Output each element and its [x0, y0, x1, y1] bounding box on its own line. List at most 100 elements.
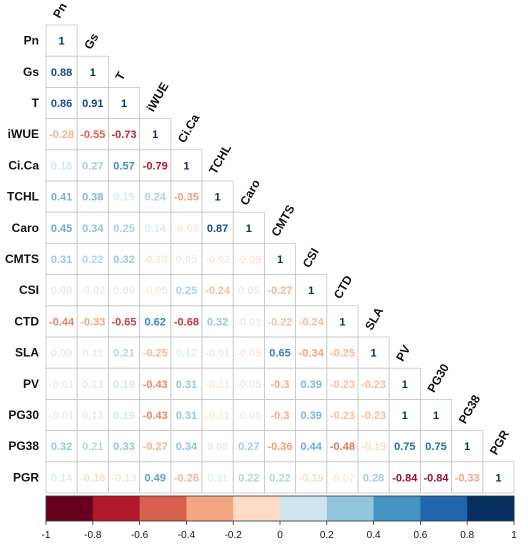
cell-value-TCHL-Ci.Ca: -0.35 [174, 192, 199, 204]
cell-value-CSI-Pn: 0.08 [51, 285, 72, 297]
cell-value-SLA-Caro: -0.05 [236, 348, 261, 360]
cell-value-Ci.Ca-T: 0.57 [113, 160, 134, 172]
cell-value-PG30-CMTS: -0.3 [271, 410, 290, 422]
colorbar-segment-9 [467, 496, 515, 521]
column-label-SLA: SLA [362, 304, 386, 332]
cell-value-PGR-TCHL: 0.11 [207, 472, 228, 484]
cell-value-CMTS-Caro: -0.09 [236, 254, 261, 266]
cell-value-PG38-PG38: 1 [464, 441, 470, 453]
cell-value-PGR-PG38: -0.33 [455, 472, 480, 484]
cell-value-PG30-Gs: 0.13 [82, 410, 103, 422]
cell-value-PV-TCHL: -0.11 [205, 379, 229, 391]
cell-value-CSI-TCHL: -0.24 [205, 285, 231, 297]
column-label-Gs: Gs [81, 31, 101, 52]
cell-value-SLA-Pn: 0.09 [51, 348, 72, 360]
cell-value-SLA-CSI: -0.34 [299, 348, 325, 360]
colorbar-tick-label-0: -1 [42, 530, 51, 541]
cell-value-PG30-Caro: -0.05 [236, 410, 261, 422]
cell-value-PV-Pn: -0.01 [49, 379, 74, 391]
colorbar-tick-label-5: 0 [277, 530, 283, 541]
cell-value-PG38-T: 0.33 [113, 441, 134, 453]
colorbar-tick-label-3: -0.4 [178, 530, 196, 541]
colorbar-segment-8 [420, 496, 468, 521]
colorbar-segment-7 [373, 496, 421, 521]
cell-value-CTD-Ci.Ca: -0.68 [174, 316, 199, 328]
cell-value-TCHL-Gs: 0.38 [82, 192, 103, 204]
cell-value-T-T: 1 [121, 98, 127, 110]
cell-value-PG30-PV: 1 [402, 410, 408, 422]
cell-value-PG30-PG30: 1 [433, 410, 439, 422]
cell-value-CTD-Caro: -0.01 [236, 316, 261, 328]
row-label-Pn: Pn [24, 34, 39, 48]
column-label-PG30: PG30 [424, 361, 452, 395]
row-label-PG38: PG38 [8, 439, 39, 453]
row-label-CSI: CSI [19, 283, 39, 297]
cell-value-CTD-Pn: -0.44 [49, 316, 75, 328]
colorbar-tick-label-6: 0.2 [320, 530, 334, 541]
cell-value-CMTS-Pn: 0.31 [51, 254, 72, 266]
cell-value-PGR-Ci.Ca: -0.26 [174, 472, 199, 484]
cell-value-SLA-Ci.Ca: 0.12 [176, 348, 197, 360]
cell-value-Ci.Ca-Ci.Ca: 1 [183, 160, 189, 172]
cell-value-CTD-CSI: -0.24 [299, 316, 325, 328]
cell-value-PV-Ci.Ca: 0.31 [176, 379, 197, 391]
cell-value-PGR-PV: -0.84 [392, 472, 418, 484]
cell-value-SLA-Gs: 0.11 [82, 348, 103, 360]
cell-value-PV-SLA: -0.23 [361, 379, 386, 391]
colorbar-segment-2 [139, 496, 187, 521]
cell-value-Pn-Pn: 1 [59, 36, 65, 48]
row-label-PGR: PGR [13, 470, 39, 484]
row-label-CTD: CTD [14, 314, 39, 328]
cell-value-PG38-Gs: 0.21 [82, 441, 103, 453]
colorbar-segment-1 [92, 496, 141, 521]
cell-value-PG38-CSI: 0.44 [300, 441, 322, 453]
cell-value-CMTS-TCHL: -0.03 [205, 254, 230, 266]
cell-value-iWUE-T: -0.73 [111, 129, 136, 141]
cell-value-CSI-Ci.Ca: 0.25 [176, 285, 197, 297]
cell-value-iWUE-Gs: -0.55 [80, 129, 105, 141]
cell-value-SLA-CMTS: 0.65 [269, 348, 290, 360]
cell-value-PGR-CSI: -0.19 [299, 472, 324, 484]
cell-value-CTD-iWUE: 0.62 [144, 316, 165, 328]
cell-value-PV-CTD: -0.23 [330, 379, 355, 391]
colorbar-segment-3 [186, 496, 234, 521]
colorbar-segment-4 [233, 496, 281, 521]
cell-value-PG30-CSI: 0.39 [300, 410, 321, 422]
column-label-Caro: Caro [237, 177, 263, 208]
column-label-iWUE: iWUE [144, 80, 172, 114]
cell-value-Ci.Ca-iWUE: -0.79 [143, 160, 168, 172]
cell-value-SLA-iWUE: -0.25 [143, 348, 168, 360]
cell-value-Caro-iWUE: 0.14 [144, 223, 166, 235]
cell-grid [45, 24, 515, 494]
cell-value-PG30-CTD: -0.23 [330, 410, 355, 422]
cell-value-TCHL-Pn: 0.41 [51, 192, 72, 204]
cell-value-TCHL-TCHL: 1 [215, 192, 221, 204]
cell-value-PG38-TCHL: 0.08 [207, 441, 228, 453]
cell-value-PG38-Caro: 0.27 [238, 441, 259, 453]
cell-value-CSI-iWUE: -0.05 [143, 285, 168, 297]
cell-value-PG38-SLA: -0.19 [361, 441, 386, 453]
cell-value-PV-Caro: -0.05 [236, 379, 261, 391]
cell-value-Ci.Ca-Gs: 0.27 [82, 160, 103, 172]
row-label-Caro: Caro [12, 221, 39, 235]
cell-value-CTD-T: -0.65 [111, 316, 136, 328]
cell-value-iWUE-iWUE: 1 [152, 129, 158, 141]
cell-value-PGR-Pn: 0.14 [51, 472, 73, 484]
cell-value-T-Pn: 0.86 [51, 98, 72, 110]
cell-value-PGR-iWUE: 0.49 [144, 472, 165, 484]
column-label-Pn: Pn [50, 0, 70, 20]
cell-value-PG30-SLA: -0.23 [361, 410, 386, 422]
cell-value-Caro-TCHL: 0.87 [207, 223, 228, 235]
cell-value-CMTS-CMTS: 1 [277, 254, 283, 266]
colorbar-tick-label-7: 0.4 [367, 530, 381, 541]
row-label-iWUE: iWUE [8, 127, 39, 141]
column-label-Ci.Ca: Ci.Ca [175, 111, 203, 145]
cell-value-CMTS-iWUE: -0.13 [143, 254, 168, 266]
colorbar-ticks: -1 -0.8 -0.6 -0.4 -0.2 0 0.2 0.4 0.6 0.8 1 [42, 521, 517, 541]
row-label-SLA: SLA [15, 346, 39, 360]
cell-value-PG38-PV: 0.75 [394, 441, 415, 453]
colorbar-tick-label-4: -0.2 [225, 530, 243, 541]
cell-value-PG38-CTD: -0.48 [330, 441, 355, 453]
column-label-TCHL: TCHL [206, 142, 234, 177]
